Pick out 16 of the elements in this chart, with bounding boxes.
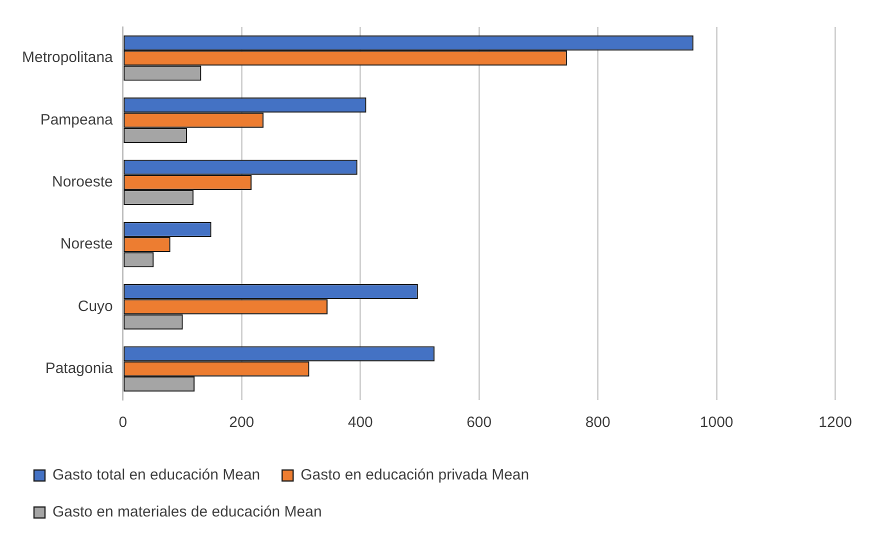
x-tick-label: 1200 (818, 414, 852, 432)
legend-label: Gasto en educación privada Mean (300, 466, 530, 484)
legend-label: Gasto en materiales de educación Mean (52, 504, 322, 521)
x-tick-label: 200 (229, 414, 254, 432)
y-tick-label: Patagonia (45, 360, 114, 378)
x-tick-label: 600 (466, 414, 492, 432)
y-tick-label: Metropolitana (22, 49, 114, 66)
x-tick-label: 400 (348, 414, 373, 432)
y-tick-label: Noreste (60, 236, 113, 253)
x-tick-label: 800 (585, 414, 610, 432)
legend-label: Gasto total en educación Mean (52, 466, 260, 484)
y-tick-label: Noroeste (52, 174, 113, 191)
y-tick-label: Cuyo (78, 298, 113, 315)
x-tick-label: 1000 (700, 414, 734, 432)
y-tick-label: Pampeana (40, 111, 114, 128)
x-tick-label: 0 (118, 414, 128, 432)
